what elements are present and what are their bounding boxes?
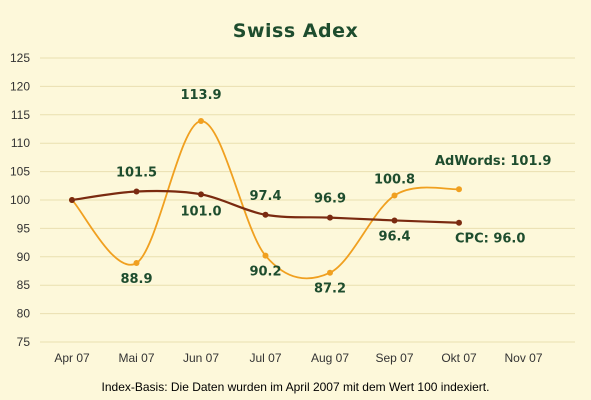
x-tick-label: Mai 07: [118, 351, 154, 365]
series-points: [69, 118, 462, 276]
x-tick-label: Apr 07: [54, 351, 90, 365]
data-point: [198, 191, 204, 198]
data-labels: 88.9 113.9 90.2 87.2 100.8 AdWords: 101.9 101.…: [116, 88, 552, 297]
y-tick-label: 110: [11, 136, 30, 150]
y-axis-ticks: 75 80 85 90 95 100 105 110 115 120 125: [10, 51, 30, 349]
x-tick-label: Sep 07: [375, 351, 413, 365]
y-tick-label: 115: [11, 108, 30, 122]
series-end-label: CPC: 96.0: [455, 232, 525, 247]
x-tick-label: Nov 07: [504, 351, 542, 365]
data-point: [327, 269, 333, 276]
data-label: 90.2: [249, 265, 281, 280]
data-point: [391, 217, 398, 224]
y-tick-label: 80: [17, 307, 31, 321]
x-tick-label: Jun 07: [183, 351, 219, 365]
y-tick-label: 85: [17, 278, 31, 292]
x-tick-label: Okt 07: [441, 351, 477, 365]
y-tick-label: 105: [10, 165, 30, 179]
grid-lines: [40, 57, 575, 343]
data-point: [198, 118, 204, 125]
series-end-label: AdWords: 101.9: [435, 154, 551, 169]
data-point: [69, 197, 75, 203]
data-label: 96.4: [378, 229, 410, 244]
data-point: [262, 252, 269, 259]
data-label: 87.2: [314, 282, 346, 297]
data-point: [391, 192, 398, 199]
data-label: 100.8: [374, 172, 415, 187]
data-label: 113.9: [180, 88, 221, 103]
data-label: 88.9: [120, 272, 152, 287]
x-tick-label: Aug 07: [311, 351, 349, 365]
x-axis-ticks: Apr 07 Mai 07 Jun 07 Jul 07 Aug 07 Sep 07 Okt …: [54, 351, 543, 365]
data-point: [133, 260, 140, 267]
data-point: [456, 186, 462, 193]
y-tick-label: 90: [17, 250, 31, 264]
data-label: 101.0: [180, 204, 221, 219]
data-point: [262, 211, 269, 218]
y-tick-label: 95: [17, 221, 31, 235]
data-label: 97.4: [249, 189, 281, 204]
chart-title: Swiss Adex: [232, 20, 359, 42]
footnote: Index-Basis: Die Daten wurden im April 2…: [101, 380, 490, 394]
y-tick-label: 100: [10, 193, 30, 207]
x-tick-label: Jul 07: [249, 351, 281, 365]
y-tick-label: 120: [10, 79, 30, 93]
data-label: 96.9: [314, 192, 346, 207]
data-point: [133, 188, 140, 195]
data-label: 101.5: [116, 165, 157, 180]
data-point: [327, 214, 333, 221]
data-point: [456, 219, 462, 226]
y-tick-label: 75: [17, 335, 31, 349]
y-tick-label: 125: [10, 51, 30, 65]
